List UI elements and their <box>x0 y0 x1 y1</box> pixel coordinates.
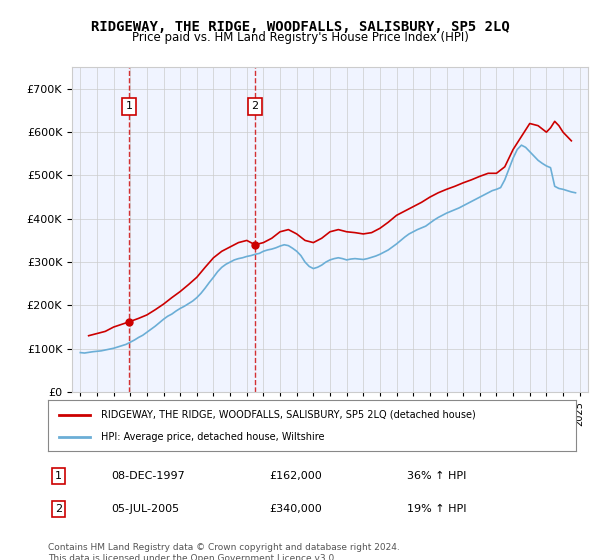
Text: 2: 2 <box>55 504 62 514</box>
Text: 05-JUL-2005: 05-JUL-2005 <box>112 504 179 514</box>
Text: Price paid vs. HM Land Registry's House Price Index (HPI): Price paid vs. HM Land Registry's House … <box>131 31 469 44</box>
Text: RIDGEWAY, THE RIDGE, WOODFALLS, SALISBURY, SP5 2LQ: RIDGEWAY, THE RIDGE, WOODFALLS, SALISBUR… <box>91 20 509 34</box>
Text: 36% ↑ HPI: 36% ↑ HPI <box>407 471 466 481</box>
Text: Contains HM Land Registry data © Crown copyright and database right 2024.
This d: Contains HM Land Registry data © Crown c… <box>48 543 400 560</box>
Text: £162,000: £162,000 <box>270 471 323 481</box>
Text: 08-DEC-1997: 08-DEC-1997 <box>112 471 185 481</box>
Text: RIDGEWAY, THE RIDGE, WOODFALLS, SALISBURY, SP5 2LQ (detached house): RIDGEWAY, THE RIDGE, WOODFALLS, SALISBUR… <box>101 409 476 419</box>
Text: 19% ↑ HPI: 19% ↑ HPI <box>407 504 467 514</box>
Text: 1: 1 <box>55 471 62 481</box>
Text: £340,000: £340,000 <box>270 504 323 514</box>
Text: 1: 1 <box>125 101 133 111</box>
Text: HPI: Average price, detached house, Wiltshire: HPI: Average price, detached house, Wilt… <box>101 432 325 442</box>
Text: 2: 2 <box>251 101 259 111</box>
